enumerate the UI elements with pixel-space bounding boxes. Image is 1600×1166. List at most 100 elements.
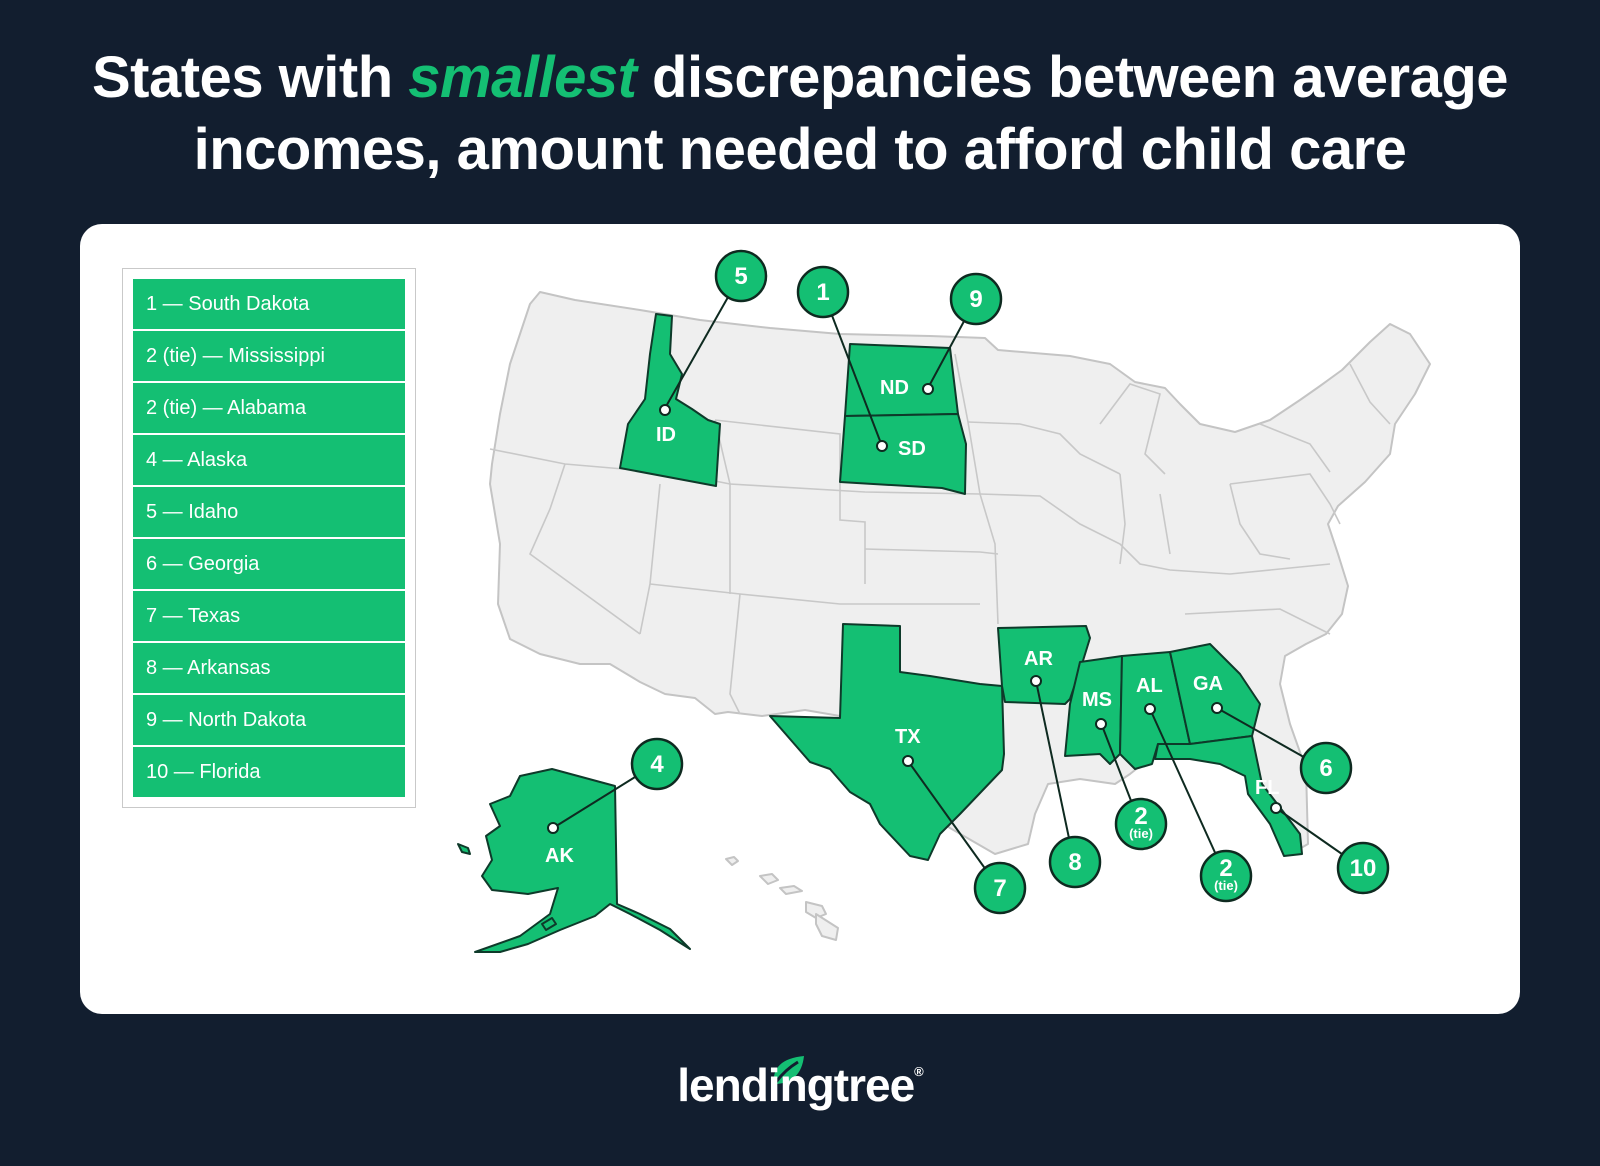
border-az-nm-north	[649, 583, 980, 605]
border-mo-ky-tn	[979, 493, 1331, 575]
label-ga: GA	[1193, 673, 1223, 695]
badge-ak-circle	[630, 737, 684, 791]
badge-id-circle	[714, 249, 768, 303]
border-wy-co	[714, 419, 866, 584]
badge-fl: 10	[1336, 841, 1390, 895]
dot-ga	[1211, 702, 1223, 714]
border-co-ks	[714, 419, 981, 495]
legend-item: 9 — North Dakota	[133, 695, 405, 745]
border-mi	[1099, 383, 1166, 475]
state-tx	[769, 623, 1005, 861]
legend-item: 7 — Texas	[133, 591, 405, 641]
legend-item: 4 — Alaska	[133, 435, 405, 485]
legend-item: 5 — Idaho	[133, 487, 405, 537]
label-ak: AK	[545, 845, 574, 867]
badge-fl-num: 10	[1350, 855, 1377, 882]
label-fl: FL	[1255, 777, 1279, 799]
hi-island-5	[815, 913, 839, 941]
dot-ak	[547, 822, 559, 834]
label-tx: TX	[895, 726, 921, 748]
state-borders	[489, 353, 1391, 715]
badge-al-num: 2	[1219, 855, 1232, 882]
badge-ak-num: 4	[650, 751, 664, 778]
legend-item: 10 — Florida	[133, 747, 405, 797]
badge-ga: 6	[1299, 741, 1353, 795]
title-highlight: smallest	[408, 45, 637, 110]
dot-id	[659, 404, 671, 416]
badge-ar-circle	[1048, 835, 1102, 889]
leader-tx	[907, 760, 1000, 889]
state-sd	[839, 413, 967, 495]
legend-item: 2 (tie) — Mississippi	[133, 331, 405, 381]
border-ny	[1259, 423, 1331, 473]
badge-ms: 2 (tie)	[1114, 797, 1168, 851]
dot-ar	[1030, 675, 1042, 687]
border-oh-wv	[1229, 483, 1291, 560]
badge-ga-num: 6	[1319, 755, 1332, 782]
badge-ga-circle	[1299, 741, 1353, 795]
badge-nd-num: 9	[969, 286, 982, 313]
border-in-oh	[1159, 493, 1171, 555]
label-ar: AR	[1024, 648, 1053, 670]
title-part-1: States with	[91, 45, 409, 110]
badge-ms-sub: (tie)	[1129, 826, 1153, 841]
legend-item: 2 (tie) — Alabama	[133, 383, 405, 433]
label-ms: MS	[1082, 689, 1112, 711]
badge-ak: 4	[630, 737, 684, 791]
badge-tx-num: 7	[993, 875, 1006, 902]
ak-island-2	[541, 917, 557, 931]
border-il-in	[1119, 473, 1126, 565]
title-line-2: incomes, amount needed to afford child c…	[193, 117, 1407, 182]
badge-nd: 9	[949, 272, 1003, 326]
dot-fl	[1270, 802, 1282, 814]
legend-item: 8 — Arkansas	[133, 643, 405, 693]
dot-sd	[876, 440, 888, 452]
leader-sd	[822, 291, 883, 447]
badge-ms-circle	[1114, 797, 1168, 851]
ak-island-1	[457, 843, 471, 855]
badge-al-sub: (tie)	[1214, 878, 1238, 893]
us-map: ID ND SD AR MS AL GA TX FL AK	[457, 249, 1431, 953]
hi-island-1	[725, 856, 739, 866]
badge-sd-circle	[796, 265, 850, 319]
badge-sd-num: 1	[816, 279, 829, 306]
lendingtree-logo: lendingtree®	[0, 1058, 1600, 1112]
map-card: ID ND SD AR MS AL GA TX FL AK	[80, 224, 1520, 1014]
ranking-legend: 1 — South Dakota 2 (tie) — Mississippi 2…	[122, 268, 416, 808]
page-title: States with smallest discrepancies betwe…	[0, 42, 1600, 186]
title-part-2: discrepancies between average	[636, 45, 1509, 110]
logo-text: lendingtree	[677, 1059, 915, 1111]
hi-island-3	[779, 885, 803, 895]
badge-ms-num: 2	[1134, 803, 1147, 830]
badge-nd-circle	[949, 272, 1003, 326]
state-ar	[997, 625, 1091, 705]
hi-island-2	[759, 873, 779, 885]
border-pa	[1229, 473, 1341, 525]
marker-dots	[547, 383, 1282, 834]
state-ak	[474, 768, 691, 953]
border-az-nm	[729, 593, 741, 715]
logo-registered: ®	[914, 1064, 924, 1079]
label-sd: SD	[898, 438, 926, 460]
dot-ms	[1095, 718, 1107, 730]
badge-ar: 8	[1048, 835, 1102, 889]
border-ia-wi	[967, 421, 1121, 475]
dot-tx	[902, 755, 914, 767]
badge-sd: 1	[796, 265, 850, 319]
label-id: ID	[656, 424, 676, 446]
leader-al	[1149, 708, 1223, 869]
dot-al	[1144, 703, 1156, 715]
border-new-england	[1349, 363, 1391, 425]
badge-al: 2 (tie)	[1199, 849, 1253, 903]
legend-item: 6 — Georgia	[133, 539, 405, 589]
badge-tx: 7	[973, 861, 1027, 915]
border-ca-nv	[529, 463, 641, 635]
border-nc-sc	[1184, 608, 1331, 635]
badge-tx-circle	[973, 861, 1027, 915]
leaf-logo-icon	[773, 1056, 804, 1084]
title-line-1: States with smallest discrepancies betwe…	[0, 42, 1600, 114]
legend-item: 1 — South Dakota	[133, 279, 405, 329]
badge-al-circle	[1199, 849, 1253, 903]
state-hi	[725, 856, 839, 941]
dot-nd	[922, 383, 934, 395]
